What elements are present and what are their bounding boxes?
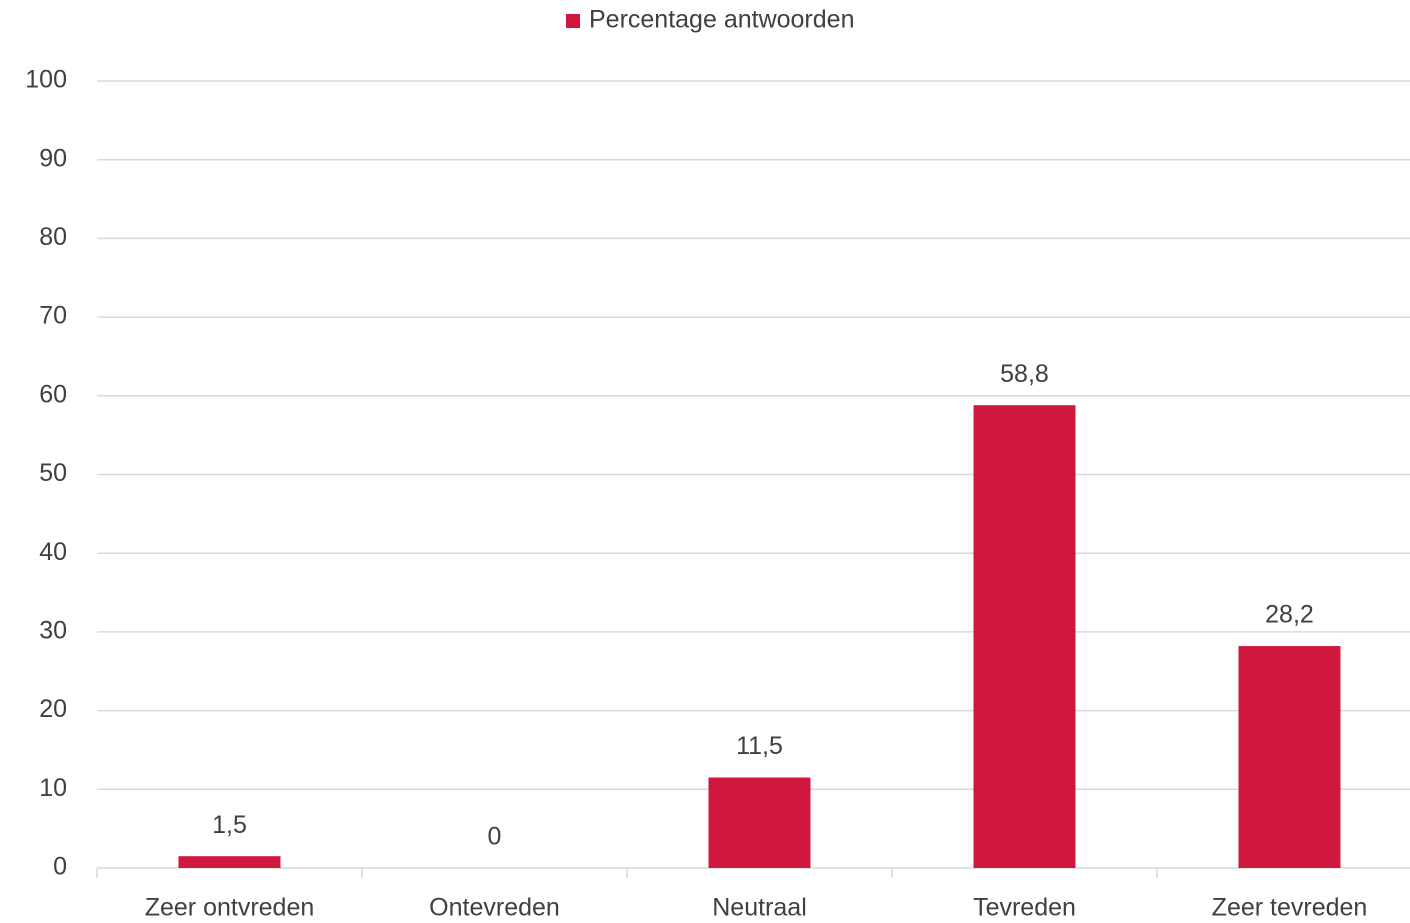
data-label: 0 [488,823,502,851]
bar [178,856,281,868]
bar [1238,646,1341,868]
data-label: 1,5 [212,811,247,839]
data-label: 28,2 [1265,601,1314,629]
y-tick-label: 50 [39,459,67,487]
x-tick-label: Tevreden [973,894,1076,922]
y-tick-label: 90 [39,144,67,172]
y-tick-label: 100 [25,66,67,94]
y-tick-label: 40 [39,538,67,566]
bar [973,405,1076,868]
y-tick-label: 70 [39,302,67,330]
y-tick-label: 0 [53,853,67,881]
x-tick-label: Neutraal [712,894,807,922]
x-tick-label: Zeer ontvreden [145,894,315,922]
y-tick-label: 20 [39,695,67,723]
y-tick-label: 80 [39,223,67,251]
y-tick-label: 30 [39,617,67,645]
legend-label: Percentage antwoorden [589,6,854,34]
y-tick-label: 10 [39,774,67,802]
bar [708,777,811,868]
data-label: 11,5 [736,732,783,760]
x-tick-label: Zeer tevreden [1212,894,1368,922]
data-label: 58,8 [1000,360,1049,388]
y-tick-label: 60 [39,380,67,408]
legend-swatch [566,14,580,28]
x-tick-label: Ontevreden [429,894,560,922]
